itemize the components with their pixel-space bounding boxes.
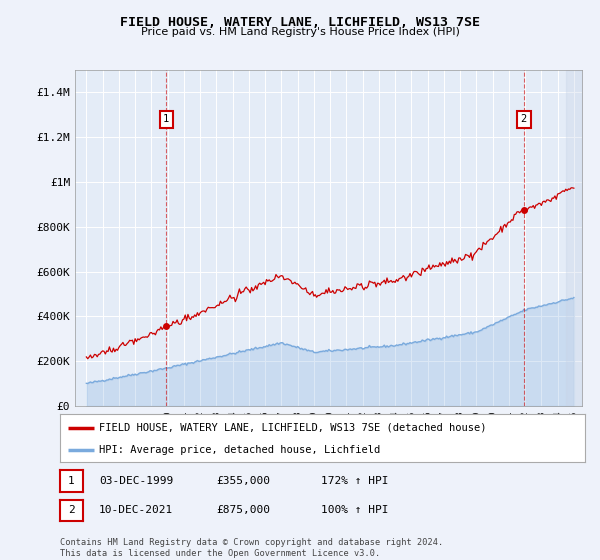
Text: FIELD HOUSE, WATERY LANE, LICHFIELD, WS13 7SE (detached house): FIELD HOUSE, WATERY LANE, LICHFIELD, WS1…: [100, 423, 487, 433]
Text: HPI: Average price, detached house, Lichfield: HPI: Average price, detached house, Lich…: [100, 445, 380, 455]
Text: 10-DEC-2021: 10-DEC-2021: [99, 505, 173, 515]
Text: 2: 2: [521, 114, 527, 124]
Text: Price paid vs. HM Land Registry's House Price Index (HPI): Price paid vs. HM Land Registry's House …: [140, 27, 460, 37]
Text: 1: 1: [163, 114, 169, 124]
Text: FIELD HOUSE, WATERY LANE, LICHFIELD, WS13 7SE: FIELD HOUSE, WATERY LANE, LICHFIELD, WS1…: [120, 16, 480, 29]
Text: Contains HM Land Registry data © Crown copyright and database right 2024.
This d: Contains HM Land Registry data © Crown c…: [60, 538, 443, 558]
Text: £355,000: £355,000: [216, 476, 270, 486]
Text: 1: 1: [68, 476, 75, 486]
Text: 03-DEC-1999: 03-DEC-1999: [99, 476, 173, 486]
Text: 2: 2: [68, 505, 75, 515]
Text: £875,000: £875,000: [216, 505, 270, 515]
Text: 172% ↑ HPI: 172% ↑ HPI: [321, 476, 389, 486]
Text: 100% ↑ HPI: 100% ↑ HPI: [321, 505, 389, 515]
